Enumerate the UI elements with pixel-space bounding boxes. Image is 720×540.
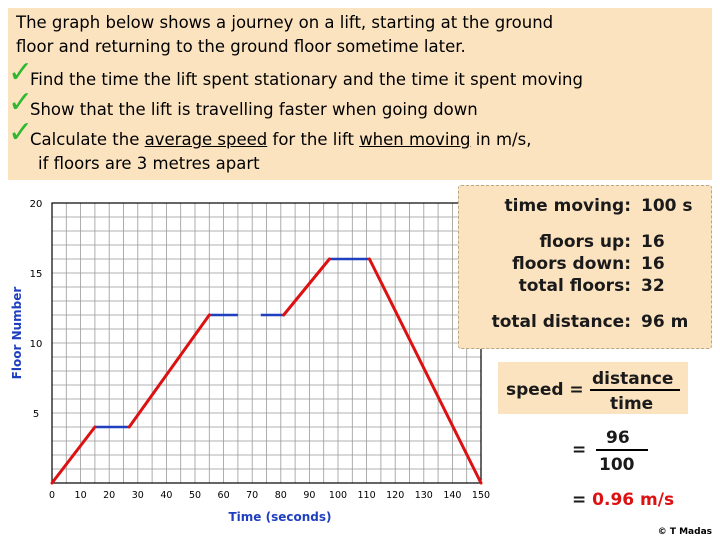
x-tick-label: 70	[246, 490, 258, 501]
average-speed-term: average speed	[144, 130, 268, 149]
fraction-bar	[590, 389, 680, 391]
equals-sign: =	[572, 440, 587, 460]
floors-up-value: 16	[641, 232, 665, 252]
question-intro-line2: floor and returning to the ground floor …	[16, 37, 466, 56]
speed-label: speed =	[506, 380, 584, 400]
total-distance-value: 96 m	[641, 312, 689, 332]
moving-segment	[367, 257, 483, 485]
x-tick-label: 20	[103, 490, 115, 501]
x-tick-label: 90	[303, 490, 315, 501]
lift-journey-chart: 0 10 20 30 40 50 60 70 80 90 100 110 120 130 140 150 5 10…	[10, 199, 490, 524]
y-tick-label: 15	[30, 269, 43, 280]
check-mark-icon: ✓	[8, 115, 34, 150]
y-tick-label: 5	[33, 409, 39, 420]
question-task2: Show that the lift is travelling faster …	[30, 100, 478, 119]
x-tick-label: 0	[49, 490, 55, 501]
question-panel	[8, 8, 712, 180]
speed-result-value: 0.96 m/s	[592, 490, 675, 510]
check-mark-icon: ✓	[8, 85, 34, 120]
fraction-denominator: time	[610, 394, 654, 414]
x-tick-label: 30	[132, 490, 144, 501]
moving-segment	[282, 257, 331, 317]
speed-formula-box	[498, 362, 688, 414]
x-tick-label: 110	[358, 490, 376, 501]
question-task1: Find the time the lift spent stationary …	[30, 70, 583, 89]
x-tick-label: 60	[218, 490, 230, 501]
y-tick-label: 10	[30, 339, 43, 350]
x-tick-label: 140	[443, 490, 461, 501]
x-tick-label: 50	[189, 490, 201, 501]
total-floors-label: total floors:	[518, 276, 631, 296]
chart-grid	[52, 203, 481, 483]
chart-series	[50, 257, 483, 485]
x-tick-label: 150	[472, 490, 490, 501]
answer-panel: time moving: 100 s floors up: 16 floors …	[458, 185, 712, 349]
time-moving-value: 100 s	[641, 196, 693, 216]
total-distance-label: total distance:	[491, 312, 631, 332]
question-task3-line2: if floors are 3 metres apart	[38, 154, 260, 173]
time-moving-label: time moving:	[504, 196, 632, 216]
x-tick-label: 80	[275, 490, 287, 501]
floors-down-label: floors down:	[512, 254, 631, 274]
x-tick-label: 100	[329, 490, 347, 501]
y-axis-label: Floor Number	[10, 287, 24, 380]
x-tick-label: 120	[386, 490, 404, 501]
speed-result: = 0.96 m/s	[572, 490, 675, 510]
floors-up-label: floors up:	[539, 232, 631, 252]
x-axis-label: Time (seconds)	[228, 510, 331, 524]
copyright-text: © T Madas	[657, 527, 712, 537]
x-tick-label: 40	[160, 490, 172, 501]
numeric-denominator: 100	[599, 455, 635, 475]
y-tick-label: 20	[30, 199, 43, 210]
check-mark-icon: ✓	[8, 55, 34, 90]
question-task3: Calculate the average speed for the lift…	[30, 130, 532, 149]
x-tick-label: 10	[75, 490, 87, 501]
numeric-fraction-bar	[596, 449, 648, 451]
question-intro-line1: The graph below shows a journey on a lif…	[16, 13, 554, 32]
floors-down-value: 16	[641, 254, 665, 274]
numeric-numerator: 96	[606, 428, 630, 448]
moving-segment	[127, 313, 211, 429]
total-floors-value: 32	[641, 276, 665, 296]
when-moving-term: when moving	[359, 130, 471, 149]
chart-tick-labels: 0 10 20 30 40 50 60 70 80 90 100 110 120 130 140 150 5 10…	[30, 199, 490, 501]
fraction-numerator: distance	[592, 369, 674, 389]
moving-segment	[50, 425, 97, 485]
x-tick-label: 130	[415, 490, 433, 501]
